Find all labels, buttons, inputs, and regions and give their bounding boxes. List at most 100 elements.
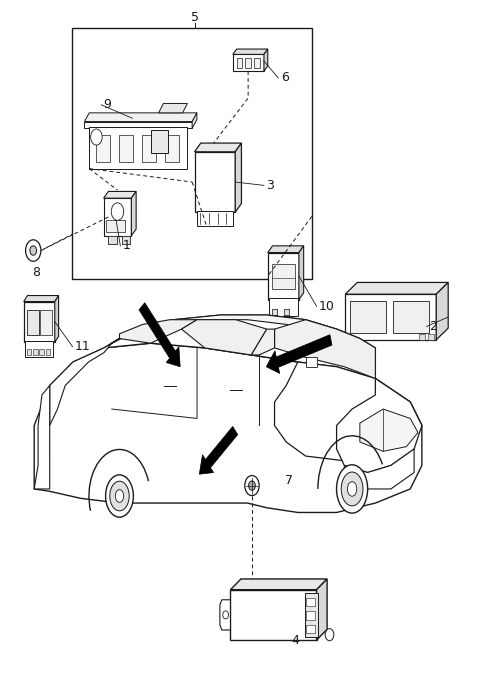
Text: 1: 1 — [123, 240, 131, 252]
Bar — [33, 349, 37, 355]
Bar — [306, 625, 315, 633]
Bar — [306, 611, 315, 620]
Polygon shape — [220, 600, 230, 630]
Circle shape — [25, 240, 41, 261]
Bar — [24, 302, 55, 342]
Circle shape — [249, 481, 255, 491]
Bar — [350, 301, 386, 333]
Bar — [420, 334, 425, 340]
Bar — [107, 219, 125, 232]
Polygon shape — [84, 122, 192, 129]
Bar — [306, 357, 317, 367]
Text: 8: 8 — [33, 267, 41, 279]
Polygon shape — [233, 55, 264, 71]
Text: 6: 6 — [281, 71, 288, 84]
Bar — [40, 310, 52, 335]
Polygon shape — [192, 113, 197, 129]
Polygon shape — [132, 191, 136, 236]
Bar — [305, 593, 318, 637]
Bar — [272, 309, 277, 315]
Polygon shape — [264, 49, 268, 71]
Bar — [230, 590, 317, 640]
Polygon shape — [34, 343, 422, 512]
Bar — [194, 152, 235, 212]
Bar — [284, 309, 289, 315]
Text: 10: 10 — [319, 299, 335, 313]
Polygon shape — [266, 334, 332, 374]
Bar — [25, 341, 53, 357]
Circle shape — [245, 476, 259, 496]
Bar — [108, 236, 117, 244]
Polygon shape — [120, 320, 197, 343]
Bar — [284, 309, 289, 315]
Polygon shape — [436, 283, 448, 340]
Polygon shape — [84, 113, 197, 122]
Bar — [237, 58, 242, 68]
Bar — [72, 28, 312, 279]
Polygon shape — [275, 362, 422, 461]
Text: 11: 11 — [75, 340, 91, 353]
Bar — [165, 135, 179, 162]
Polygon shape — [152, 131, 168, 153]
Text: 4: 4 — [291, 633, 299, 647]
Polygon shape — [252, 329, 275, 355]
Polygon shape — [345, 283, 448, 294]
Bar — [393, 301, 429, 333]
Bar — [122, 236, 131, 244]
Bar — [27, 349, 31, 355]
Polygon shape — [104, 191, 136, 198]
Bar — [245, 58, 251, 68]
Polygon shape — [104, 198, 132, 236]
Polygon shape — [233, 49, 268, 55]
Polygon shape — [24, 295, 59, 302]
Polygon shape — [50, 339, 120, 425]
Bar — [272, 264, 295, 289]
Bar — [268, 252, 299, 299]
Polygon shape — [275, 320, 375, 378]
Polygon shape — [268, 246, 304, 252]
Polygon shape — [181, 320, 267, 355]
Bar — [284, 309, 289, 315]
Text: 5: 5 — [191, 11, 199, 24]
Bar — [306, 598, 315, 606]
Bar — [108, 236, 117, 244]
Polygon shape — [55, 295, 59, 342]
Ellipse shape — [348, 482, 357, 496]
Polygon shape — [194, 143, 241, 152]
Polygon shape — [360, 409, 418, 452]
Ellipse shape — [110, 481, 129, 511]
Bar — [197, 211, 233, 225]
Polygon shape — [299, 246, 304, 299]
Polygon shape — [34, 386, 50, 489]
Bar — [122, 236, 131, 244]
Text: 2: 2 — [429, 320, 437, 333]
Bar — [143, 135, 156, 162]
Circle shape — [30, 246, 36, 255]
Ellipse shape — [115, 490, 124, 502]
Polygon shape — [317, 579, 327, 640]
Bar — [96, 135, 110, 162]
Bar — [428, 334, 434, 340]
Text: 7: 7 — [286, 474, 293, 487]
Polygon shape — [344, 449, 414, 489]
Ellipse shape — [336, 465, 368, 513]
Bar — [46, 349, 50, 355]
Polygon shape — [104, 315, 375, 378]
Bar — [345, 294, 436, 340]
Bar — [120, 135, 133, 162]
Bar — [40, 437, 49, 454]
Circle shape — [111, 203, 124, 220]
Polygon shape — [199, 427, 238, 474]
Bar — [272, 309, 277, 315]
Bar — [269, 298, 298, 316]
Polygon shape — [139, 303, 180, 367]
Circle shape — [91, 129, 102, 145]
Circle shape — [325, 629, 334, 641]
Polygon shape — [235, 143, 241, 212]
Polygon shape — [158, 104, 187, 113]
Bar — [254, 58, 260, 68]
Ellipse shape — [106, 475, 133, 517]
Polygon shape — [112, 315, 360, 343]
Ellipse shape — [341, 472, 363, 506]
Polygon shape — [230, 579, 327, 590]
